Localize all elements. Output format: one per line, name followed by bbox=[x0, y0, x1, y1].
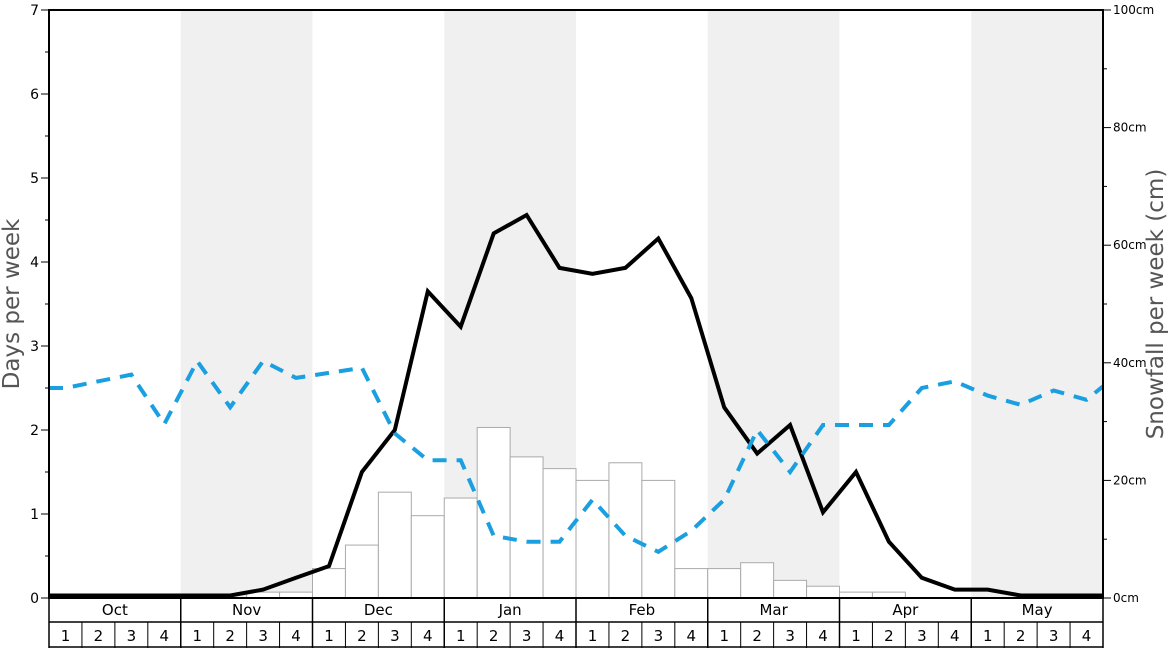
week-label: 4 bbox=[423, 627, 433, 645]
month-label: Mar bbox=[759, 601, 788, 619]
left-tick-label: 7 bbox=[30, 3, 39, 19]
snow-days-line bbox=[49, 212, 1103, 598]
left-tick-label: 6 bbox=[30, 87, 39, 103]
right-tick-label: 40cm bbox=[1113, 356, 1147, 370]
snowfall-bar bbox=[707, 568, 742, 599]
snowfall-bar bbox=[312, 568, 346, 599]
right-tick-label: 20cm bbox=[1113, 473, 1147, 487]
month-shade bbox=[707, 10, 840, 598]
week-label: 2 bbox=[225, 627, 235, 645]
left-tick-label: 4 bbox=[30, 255, 39, 271]
month-shade bbox=[971, 10, 1103, 598]
week-label: 3 bbox=[917, 627, 927, 645]
week-label: 3 bbox=[522, 627, 532, 645]
week-label: 2 bbox=[1016, 627, 1026, 645]
month-shade bbox=[180, 10, 313, 598]
week-label: 1 bbox=[851, 627, 861, 645]
dashed-line bbox=[49, 357, 1105, 555]
week-label: 2 bbox=[357, 627, 367, 645]
month-label: Jan bbox=[498, 601, 522, 619]
week-label: 1 bbox=[192, 627, 202, 645]
week-label: 4 bbox=[291, 627, 301, 645]
left-tick-label: 2 bbox=[30, 423, 39, 439]
week-label: 4 bbox=[1082, 627, 1092, 645]
snowfall-bars bbox=[246, 426, 906, 599]
week-label: 4 bbox=[950, 627, 960, 645]
right-axis-label: Snowfall per week (cm) bbox=[1143, 169, 1168, 440]
week-label: 4 bbox=[818, 627, 828, 645]
month-label: Oct bbox=[102, 601, 128, 619]
week-label: 1 bbox=[456, 627, 466, 645]
right-tick-label: 80cm bbox=[1113, 121, 1147, 135]
week-label: 3 bbox=[654, 627, 664, 645]
week-label: 2 bbox=[884, 627, 894, 645]
left-tick-label: 5 bbox=[30, 171, 39, 187]
right-tick-label: 0cm bbox=[1113, 591, 1139, 605]
week-label: 1 bbox=[983, 627, 993, 645]
month-label: Apr bbox=[892, 601, 919, 619]
week-label: 2 bbox=[621, 627, 631, 645]
week-label: 3 bbox=[785, 627, 795, 645]
month-label: Nov bbox=[232, 601, 261, 619]
week-label: 4 bbox=[555, 627, 565, 645]
month-label: May bbox=[1022, 601, 1053, 619]
snowfall-bar bbox=[773, 579, 808, 599]
snowfall-bar bbox=[740, 562, 775, 599]
snowfall-bar bbox=[443, 497, 478, 599]
week-label: 1 bbox=[324, 627, 334, 645]
month-shading bbox=[180, 10, 1103, 598]
week-label: 3 bbox=[258, 627, 268, 645]
week-label: 4 bbox=[160, 627, 170, 645]
left-axis-label: Days per week bbox=[0, 218, 25, 389]
week-label: 3 bbox=[1049, 627, 1059, 645]
snowfall-bar bbox=[608, 462, 643, 599]
snowfall-bar bbox=[575, 479, 610, 599]
snowfall-bar bbox=[344, 544, 379, 599]
x-axis-table: Oct 1 2 3 4 Nov 1 2 3 4 Dec 1 2 3 4 Jan 1 2 3 4 Feb 1 2 3 4 Mar 1 2… bbox=[48, 598, 1104, 648]
week-label: 4 bbox=[687, 627, 697, 645]
week-label: 3 bbox=[127, 627, 137, 645]
right-y-axis: 0cm 20cm 40cm 60cm 80cm 100cm bbox=[1103, 3, 1154, 605]
right-tick-label: 100cm bbox=[1113, 3, 1154, 17]
week-label: 2 bbox=[489, 627, 499, 645]
snowfall-bar bbox=[674, 568, 709, 599]
month-label: Dec bbox=[364, 601, 393, 619]
left-tick-label: 1 bbox=[30, 507, 39, 523]
left-y-axis: 0 1 2 3 4 5 6 7 bbox=[30, 3, 49, 607]
left-tick-label: 3 bbox=[30, 339, 39, 355]
snowfall-bar bbox=[542, 468, 577, 599]
week-label: 1 bbox=[588, 627, 598, 645]
snowfall-bar bbox=[509, 456, 544, 599]
right-tick-label: 60cm bbox=[1113, 238, 1147, 252]
snowfall-bar bbox=[410, 515, 445, 599]
left-tick-label: 0 bbox=[30, 591, 39, 607]
snowfall-bar bbox=[377, 491, 412, 599]
week-label: 1 bbox=[61, 627, 71, 645]
week-label: 3 bbox=[390, 627, 400, 645]
snowfall-bar bbox=[641, 479, 676, 599]
week-label: 1 bbox=[719, 627, 729, 645]
month-label: Feb bbox=[629, 601, 656, 619]
snowfall-bar bbox=[806, 585, 840, 599]
week-label: 2 bbox=[752, 627, 762, 645]
week-label: 2 bbox=[94, 627, 104, 645]
